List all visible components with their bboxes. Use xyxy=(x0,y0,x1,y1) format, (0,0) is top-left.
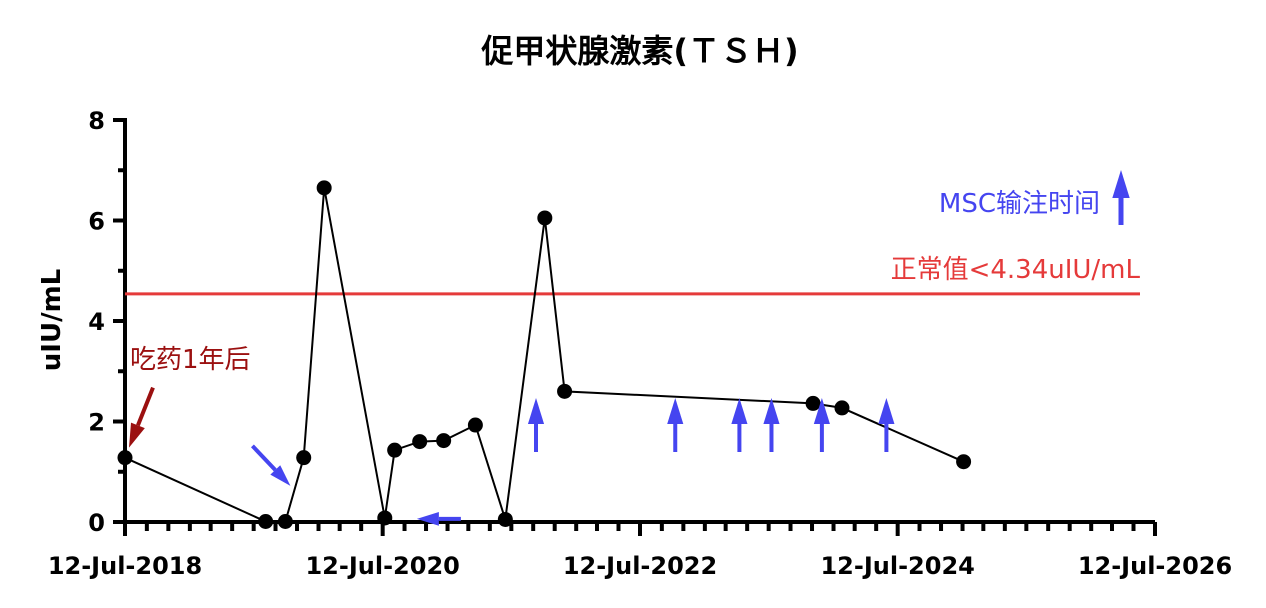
msc-extra-arrow xyxy=(416,512,461,526)
x-tick-label: 12-Jul-2022 xyxy=(563,552,717,580)
data-point xyxy=(412,434,428,450)
arrow-head xyxy=(527,398,545,424)
arrow-head xyxy=(270,465,291,486)
arrow-head xyxy=(763,398,780,424)
reference-line: 正常值<4.34uIU/mL xyxy=(125,255,1141,296)
data-point xyxy=(436,433,452,449)
data-point xyxy=(956,454,972,470)
msc-infusion-arrow xyxy=(813,398,830,452)
x-tick-label: 12-Jul-2020 xyxy=(305,552,459,580)
msc-infusion-arrow xyxy=(731,398,748,452)
data-point xyxy=(316,180,332,196)
arrow-shaft xyxy=(136,386,155,427)
x-tick-label: 12-Jul-2024 xyxy=(820,552,974,580)
data-point xyxy=(805,395,821,411)
data-point xyxy=(557,383,573,399)
y-tick-label: 8 xyxy=(88,107,105,135)
data-point xyxy=(497,511,513,527)
series-layer xyxy=(117,180,972,529)
axes: 0 2 4 6 8 12-Jul-2018 12-Jul-2020 12-Jul-2022 12… xyxy=(48,107,1232,580)
msc-infusion-arrow xyxy=(527,398,545,452)
x-tick-label: 12-Jul-2026 xyxy=(1078,552,1232,580)
data-point xyxy=(834,400,850,416)
chart-title: 促甲状腺激素(ＴＳＨ) xyxy=(480,32,798,70)
arrow-head xyxy=(416,512,439,526)
arrow-shaft xyxy=(250,444,277,472)
x-tick-label: 12-Jul-2018 xyxy=(48,552,202,580)
msc-legend-label: MSC输注时间 xyxy=(939,189,1100,219)
data-point xyxy=(377,510,393,526)
y-tick-label: 6 xyxy=(88,208,105,236)
y-tick-label: 0 xyxy=(88,509,105,537)
data-point xyxy=(387,442,403,458)
arrow-head xyxy=(1112,170,1130,198)
data-point xyxy=(277,513,293,529)
data-point xyxy=(537,210,553,226)
arrow-head xyxy=(731,398,748,424)
data-point xyxy=(467,417,483,433)
medication-label: 吃药1年后 xyxy=(130,345,251,375)
y-axis-label: uIU/mL xyxy=(37,269,67,371)
data-point xyxy=(296,450,312,466)
msc-infusion-arrow xyxy=(763,398,780,452)
data-point xyxy=(258,513,274,529)
arrow-head xyxy=(129,422,145,448)
msc-infusion-arrow xyxy=(878,398,895,452)
msc-legend-arrow xyxy=(1112,170,1130,225)
y-tick-label: 2 xyxy=(88,409,105,437)
medication-arrow xyxy=(129,386,155,448)
reference-label: 正常值<4.34uIU/mL xyxy=(891,255,1141,285)
msc-infusion-arrow xyxy=(667,398,684,452)
arrow-head xyxy=(667,398,684,424)
msc-extra-arrow xyxy=(250,444,291,486)
arrow-head xyxy=(878,398,895,424)
arrow-head xyxy=(813,398,830,424)
annotation-layer: 吃药1年后 MSC输注时间 xyxy=(129,170,1130,526)
series-line xyxy=(124,187,965,523)
y-tick-label: 4 xyxy=(88,308,105,336)
data-point xyxy=(117,450,133,466)
